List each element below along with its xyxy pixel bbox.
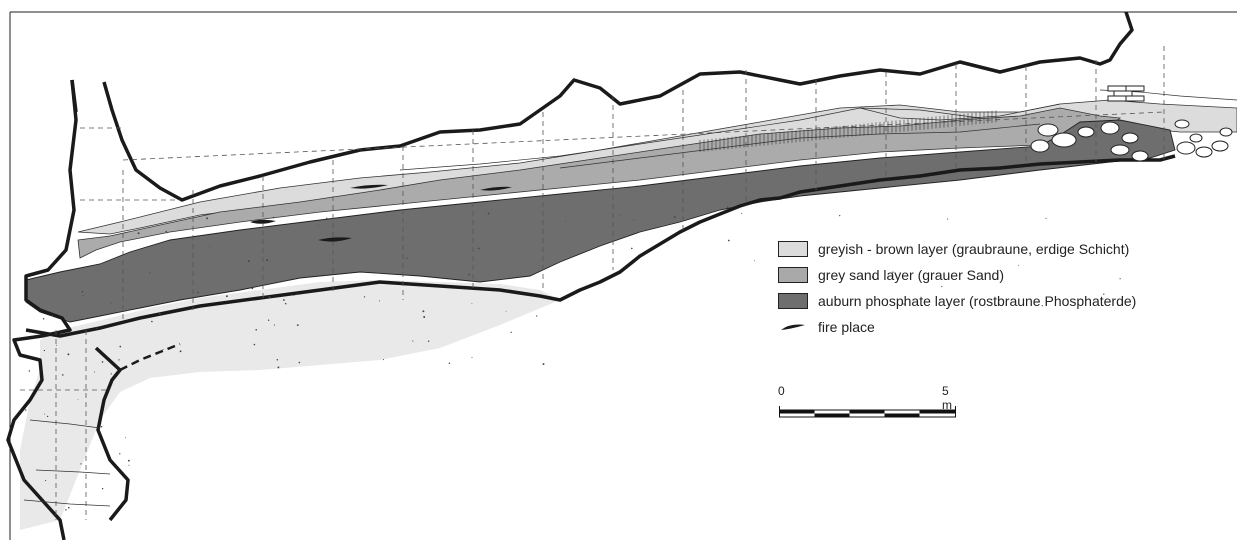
fire-place-lenses: [250, 184, 512, 242]
fire-place-icon: [781, 324, 805, 330]
scale-bar-graphic: [779, 406, 956, 418]
masonry-wall: [1107, 85, 1145, 102]
legend: greyish - brown layer (graubraune, erdig…: [778, 236, 1218, 340]
fire-place-lens: [350, 184, 388, 189]
sediment-speckles: [25, 206, 1121, 511]
cave-outline-chimney-left: [70, 79, 78, 113]
fire-place-lens: [480, 186, 512, 191]
legend-swatch-grey-sand: [778, 267, 808, 283]
cave-outline-roof: [102, 11, 1134, 202]
scale-end-label: 5 m: [942, 384, 952, 412]
legend-swatch-greyish-brown: [778, 241, 808, 257]
legend-item-auburn-phosphate: auburn phosphate layer (rostbraune Phosp…: [778, 288, 1218, 314]
scale-start-label: 0: [778, 384, 785, 398]
greyish-brown-layer-lower: [20, 280, 560, 530]
legend-swatch-auburn-phosphate: [778, 293, 808, 309]
survey-grid: [20, 46, 1165, 520]
scale-bar: 0 5 m: [778, 384, 958, 424]
auburn-phosphate-layer: [25, 119, 1176, 323]
grey-sand-layer: [77, 107, 1121, 259]
cave-outline-lower-passage: [94, 346, 130, 522]
fire-place-lens: [318, 237, 352, 242]
legend-item-fire-place: fire place: [778, 314, 1218, 340]
legend-item-greyish-brown: greyish - brown layer (graubraune, erdig…: [778, 236, 1218, 262]
legend-label: grey sand layer (grauer Sand): [818, 267, 1004, 283]
legend-label: fire place: [818, 319, 875, 335]
cave-outline-left-wall: [6, 79, 78, 540]
hatching-band: [699, 110, 997, 152]
fire-place-lens: [250, 219, 276, 224]
legend-label: greyish - brown layer (graubraune, erdig…: [818, 241, 1130, 257]
legend-label: auburn phosphate layer (rostbraune Phosp…: [818, 293, 1137, 309]
cave-outline-lower-dashed: [119, 342, 181, 372]
legend-item-grey-sand: grey sand layer (grauer Sand): [778, 262, 1218, 288]
cave-outline-floor: [25, 154, 1176, 338]
boulders: [1030, 119, 1233, 162]
